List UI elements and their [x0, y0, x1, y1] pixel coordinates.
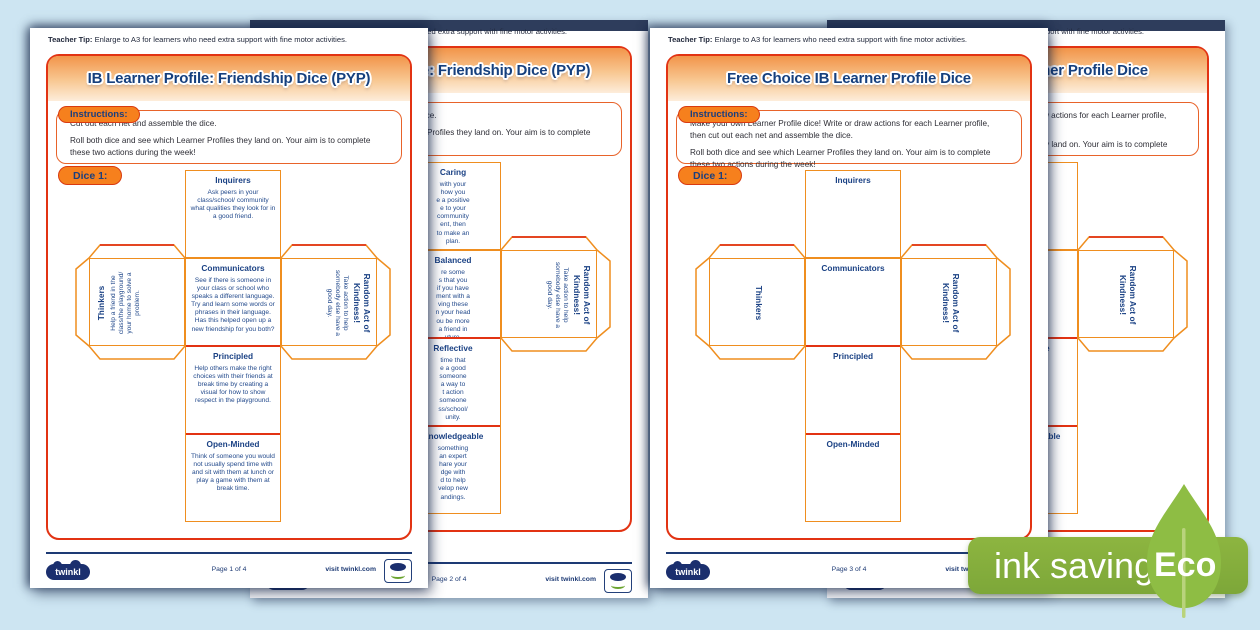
face-text: See if there is someone in your class or…: [191, 276, 275, 333]
footer-divider: [46, 552, 412, 554]
ink-saving-eco-badge: ink saving Eco: [968, 480, 1256, 620]
instructions-pill: Instructions:: [678, 106, 760, 123]
title-banner: Free Choice IB Learner Profile Dice: [668, 56, 1030, 101]
face-text: Help others make the right choices with …: [193, 364, 273, 405]
die-face-inquirers: Inquirers Ask peers in your class/school/…: [185, 170, 281, 258]
die-face-random-act: Random Act of Kindness! Take action to he…: [501, 250, 597, 338]
face-text: Take action to help somebody else have a…: [325, 270, 349, 336]
visit-link: visit twinkl.com: [325, 566, 376, 573]
instruction-line: Make your own Learner Profile dice! Writ…: [690, 119, 990, 140]
teacher-tip-text: Enlarge to A3 for learners who need extr…: [94, 35, 347, 44]
fold-line: [406, 425, 500, 427]
face-title: Communicators: [821, 263, 885, 273]
face-title: Caring: [439, 167, 467, 177]
document-page-1: Teacher Tip: Enlarge to A3 for learners …: [30, 28, 428, 588]
face-title: Random Act of Kindness!: [352, 273, 372, 333]
face-title: Thinkers: [96, 285, 106, 321]
instruction-line: Roll both dice and see which Learner Pro…: [70, 135, 371, 157]
title-banner: IB Learner Profile: Friendship Dice (PYP…: [48, 56, 410, 101]
face-text: with your how you e a positive e to your…: [436, 180, 470, 245]
instruction-line: Roll both dice and see which Learner Pro…: [690, 147, 991, 169]
page-title: Free Choice IB Learner Profile Dice: [727, 70, 971, 87]
teacher-tip-label: Teacher Tip:: [668, 35, 713, 44]
page-number: Page 3 of 4: [831, 566, 867, 573]
fold-line: [186, 345, 280, 347]
twinkl-logo: twinkl: [46, 560, 90, 580]
die-face-communicators: Communicators: [805, 258, 901, 346]
face-title: Random Act of Kindness!: [572, 265, 592, 325]
page-number: Page 1 of 4: [211, 566, 247, 573]
die-face-principled: Principled Help others make the right cho…: [185, 346, 281, 434]
footer-divider: [666, 552, 1032, 554]
die-face-open-minded: Open-Minded: [805, 434, 901, 522]
face-title: Random Act of Kindness!: [941, 273, 961, 333]
eco-label: Eco: [1154, 546, 1217, 584]
content-box: IB Learner Profile: Friendship Dice (PYP…: [46, 54, 412, 540]
fold-line: [806, 433, 900, 435]
face-text: Ask peers in your class/school/ communit…: [190, 188, 276, 221]
teacher-tip-label: Teacher Tip:: [48, 35, 93, 44]
face-title: Thinkers: [753, 285, 764, 321]
face-title: Reflective: [433, 343, 473, 353]
dice-net-flaps: [695, 244, 1011, 360]
face-text: something an expert hare your dge with d…: [437, 444, 469, 501]
face-title: Inquirers: [835, 175, 871, 185]
face-title: Communicators: [201, 263, 265, 273]
face-text: time that e a good someone a way to t ac…: [438, 356, 468, 421]
teacher-tip: Teacher Tip: Enlarge to A3 for learners …: [668, 35, 1038, 44]
die-face-random-act: Random Act of Kindness!: [1078, 250, 1174, 338]
face-text: Help a friend in the class/the playgroun…: [109, 271, 142, 335]
fold-line: [806, 345, 900, 347]
die-face-principled: Principled: [805, 346, 901, 434]
twinkl-stamp-icon: [604, 569, 632, 593]
page-title: IB Learner Profile: Friendship Dice (PYP…: [87, 70, 371, 87]
teacher-tip-text: Enlarge to A3 for learners who need extr…: [714, 35, 967, 44]
face-title: Random Act of Kindness!: [1118, 265, 1138, 325]
die-face-thinkers: Thinkers: [709, 258, 805, 346]
die-face-random-act: Random Act of Kindness! Take action to he…: [281, 258, 377, 346]
face-title: Open-Minded: [826, 439, 880, 449]
instructions-box: Make your own Learner Profile dice! Writ…: [676, 110, 1022, 169]
content-box: Free Choice IB Learner Profile Dice Inst…: [666, 54, 1032, 540]
page-number: Page 2 of 4: [431, 576, 467, 583]
dice-label-pill: Dice 1:: [58, 166, 123, 185]
twinkl-logo: twinkl: [666, 560, 710, 580]
face-text: Take action to help somebody else have a…: [545, 262, 569, 328]
die-face-inquirers: Inquirers: [805, 170, 901, 258]
die-face-communicators: Communicators See if there is someone in …: [185, 258, 281, 346]
face-title: Principled: [832, 351, 874, 361]
face-title: Inquirers: [215, 175, 251, 185]
instruction-line: Cut out each net and assemble the dice.: [70, 119, 217, 128]
document-page-3: Teacher Tip: Enlarge to A3 for learners …: [650, 28, 1048, 588]
teacher-tip: Teacher Tip: Enlarge to A3 for learners …: [48, 35, 418, 44]
face-text: Think of someone you would not usually s…: [191, 452, 275, 493]
visit-link: visit twinkl.com: [545, 576, 596, 583]
leaf-icon: [1147, 484, 1221, 618]
dice-label-pill: Dice 1:: [678, 166, 743, 185]
face-title: Knowledgeable: [422, 431, 484, 441]
instructions-pill: Instructions:: [58, 106, 140, 123]
die-face-thinkers: Thinkers Help a friend in the class/the p…: [89, 258, 185, 346]
ink-saving-label: ink saving: [994, 545, 1155, 586]
die-face-open-minded: Open-Minded Think of someone you would no…: [185, 434, 281, 522]
teacher-tip-text: Enlarge to A3 for learners who need extr…: [314, 27, 567, 36]
footer-divider: [266, 562, 632, 564]
twinkl-stamp-icon: [384, 559, 412, 583]
face-title: Principled: [212, 351, 254, 361]
face-title: Open-Minded: [206, 439, 260, 449]
fold-line: [186, 433, 280, 435]
fold-line: [406, 337, 500, 339]
die-face-random-act: Random Act of Kindness!: [901, 258, 997, 346]
face-text: re some s that you if you have ment with…: [435, 268, 471, 341]
face-title: Balanced: [434, 255, 472, 265]
dice-net-flaps: [75, 244, 391, 360]
